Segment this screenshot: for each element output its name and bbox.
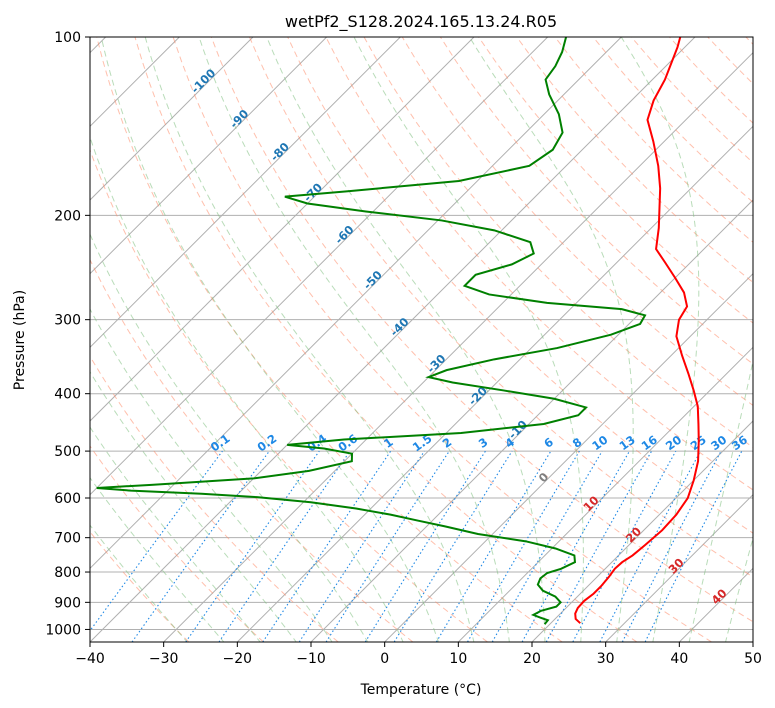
x-tick-label: −10 bbox=[296, 651, 326, 667]
temperature-profile bbox=[574, 37, 700, 624]
y-tick-label: 1000 bbox=[45, 622, 81, 638]
y-tick-label: 100 bbox=[54, 30, 81, 46]
isotherm-line bbox=[605, 493, 753, 642]
dry-adiabat bbox=[210, 37, 753, 623]
mixing-ratio-line bbox=[644, 450, 743, 642]
y-axis-label: Pressure (hPa) bbox=[12, 290, 28, 390]
y-axis: 100 200 300 400 500 600 700 800 900 1000 bbox=[45, 30, 90, 638]
isotherm-line bbox=[90, 37, 254, 201]
isotherm-line bbox=[531, 420, 753, 642]
moist-adiabat bbox=[725, 536, 753, 642]
x-tick-label: −40 bbox=[75, 651, 105, 667]
y-tick-label: 500 bbox=[54, 444, 81, 460]
x-tick-label: −20 bbox=[223, 651, 253, 667]
dry-adiabat bbox=[516, 37, 753, 284]
dry-adiabat bbox=[172, 37, 712, 642]
dry-adiabat bbox=[96, 37, 563, 642]
isotherm-line bbox=[90, 37, 549, 496]
moist-adiabat bbox=[90, 135, 404, 642]
plot-area: 0.1 0.2 0.4 0.6 1 1.5 2 3 4 6 8 10 13 16 20 25 30 36-100-… bbox=[90, 37, 753, 642]
isotherm-line bbox=[90, 37, 696, 642]
moist-adiabat bbox=[90, 233, 369, 642]
x-tick-label: 0 bbox=[380, 651, 389, 667]
mixing-ratio-line bbox=[298, 450, 425, 642]
x-tick-label: −30 bbox=[149, 651, 179, 667]
dry-adiabat bbox=[134, 37, 638, 642]
y-tick-label: 200 bbox=[54, 208, 81, 224]
moist-adiabat bbox=[90, 370, 297, 642]
mixing-ratio-line bbox=[325, 450, 450, 642]
dry-adiabat bbox=[90, 355, 339, 642]
mixing-ratio-line bbox=[572, 450, 677, 642]
isotherm-line bbox=[384, 272, 753, 642]
isotherm-line bbox=[457, 346, 753, 642]
moist-adiabat bbox=[688, 358, 753, 642]
moist-adiabat bbox=[90, 426, 261, 642]
x-axis-label: Temperature (°C) bbox=[360, 682, 482, 698]
x-tick-label: 10 bbox=[449, 651, 467, 667]
y-tick-label: 400 bbox=[54, 387, 81, 403]
mixing-ratio-line bbox=[131, 450, 270, 642]
chart-title: wetPf2_S128.2024.165.13.24.R05 bbox=[285, 12, 557, 32]
plot-frame bbox=[89, 36, 754, 643]
dry-adiabat bbox=[287, 37, 753, 534]
dry-adiabat bbox=[249, 37, 753, 578]
y-tick-label: 700 bbox=[54, 531, 81, 547]
dry-adiabat bbox=[90, 258, 414, 642]
x-tick-label: 30 bbox=[597, 651, 615, 667]
moist-adiabat bbox=[198, 37, 510, 642]
y-tick-label: 900 bbox=[54, 595, 81, 611]
mixing-ratio-line bbox=[90, 450, 223, 632]
isotherm-line bbox=[90, 37, 328, 275]
y-tick-label: 800 bbox=[54, 565, 81, 581]
mixing-ratio-line bbox=[393, 450, 513, 642]
moist-adiabat bbox=[100, 37, 439, 642]
mixing-ratio-line bbox=[262, 450, 392, 642]
x-tick-label: 40 bbox=[670, 651, 688, 667]
moist-adiabat bbox=[353, 37, 584, 642]
moist-adiabat bbox=[266, 37, 546, 642]
y-tick-label: 300 bbox=[54, 313, 81, 329]
isotherm-line bbox=[236, 125, 753, 642]
isotherm-line bbox=[310, 199, 753, 642]
mixing-ratio-line bbox=[545, 450, 653, 642]
moist-adiabat bbox=[620, 37, 700, 642]
x-axis: −40 −30 −20 −10 0 10 20 30 40 50 bbox=[75, 642, 762, 667]
x-tick-label: 20 bbox=[523, 651, 541, 667]
y-tick-label: 600 bbox=[54, 491, 81, 507]
dry-adiabat bbox=[325, 37, 753, 491]
isotherm-line bbox=[90, 37, 475, 422]
moist-adiabat bbox=[90, 308, 333, 642]
moist-adiabat bbox=[468, 37, 634, 642]
mixing-ratio-line bbox=[185, 450, 320, 642]
isotherm-line bbox=[90, 37, 622, 570]
isotherm-line bbox=[163, 51, 753, 642]
moist-adiabat bbox=[144, 37, 475, 642]
mixing-ratio-line bbox=[521, 450, 630, 642]
mixing-ratio-line bbox=[218, 450, 351, 642]
dewpoint-profile bbox=[96, 37, 647, 625]
x-tick-label: 50 bbox=[744, 651, 762, 667]
